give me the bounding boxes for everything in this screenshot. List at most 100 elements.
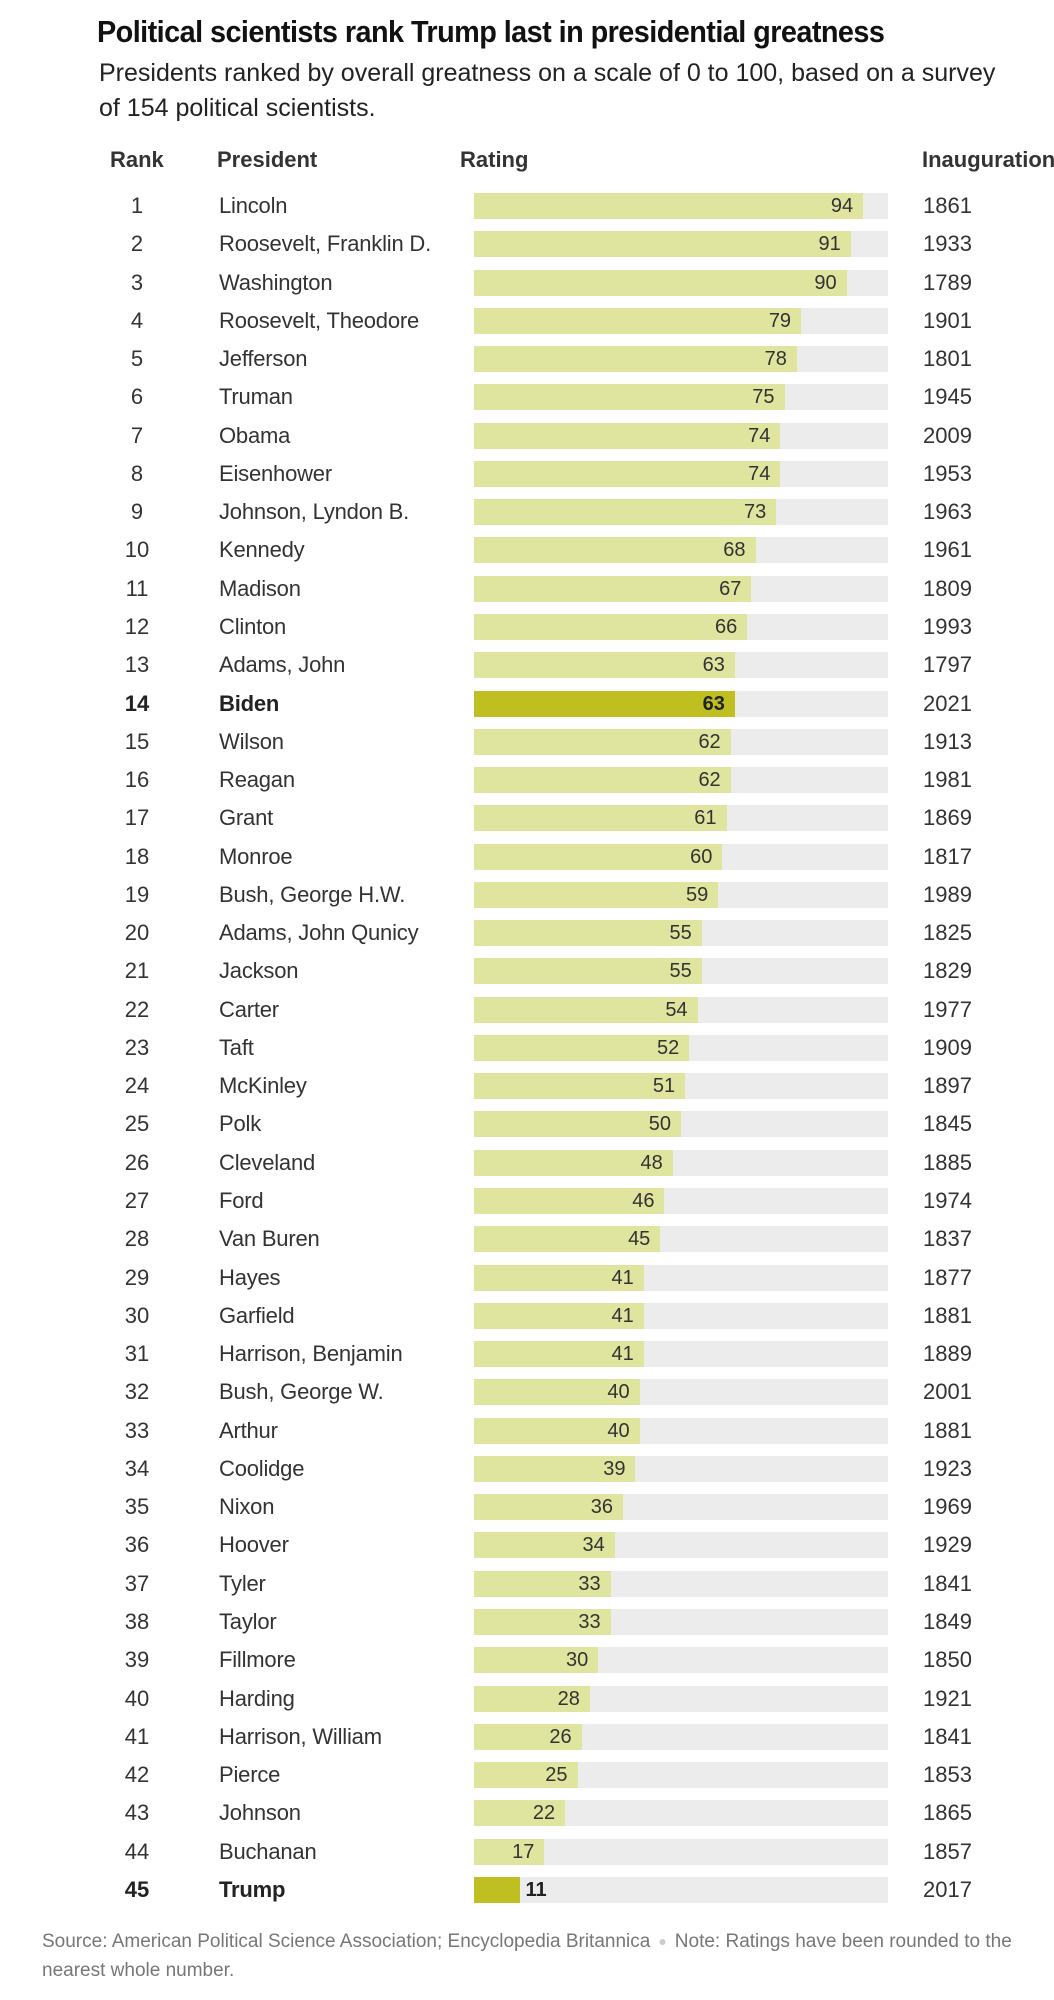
rank-cell: 3 <box>130 269 144 295</box>
table-row: 45 Trump 11 2017 <box>0 1871 1054 1909</box>
table-row: 28 Van Buren 45 1837 <box>0 1220 1054 1258</box>
rank-cell: 32 <box>124 1379 150 1405</box>
rating-label: 74 <box>748 424 771 447</box>
rank-cell: 20 <box>124 920 150 946</box>
president-name: Bush, George W. <box>219 1379 384 1405</box>
inauguration-year: 1993 <box>923 613 972 639</box>
rating-bar <box>474 1073 686 1100</box>
president-name: Taft <box>219 1034 254 1060</box>
rating-bar <box>474 1494 624 1521</box>
rating-label: 17 <box>512 1840 535 1863</box>
president-name: Buchanan <box>219 1838 317 1864</box>
rating-track: 30 <box>474 1647 888 1674</box>
rank-cell: 42 <box>124 1762 150 1788</box>
president-name: Hayes <box>219 1264 281 1290</box>
rating-label: 40 <box>607 1419 630 1442</box>
rating-track: 78 <box>474 346 888 373</box>
table-row: 37 Tyler 33 1841 <box>0 1565 1054 1603</box>
table-row: 34 Coolidge 39 1923 <box>0 1450 1054 1488</box>
table-row: 33 Arthur 40 1881 <box>0 1412 1054 1450</box>
table-row: 5 Jefferson 78 1801 <box>0 340 1054 378</box>
inauguration-year: 1837 <box>923 1226 972 1252</box>
chart-title: Political scientists rank Trump last in … <box>97 14 885 49</box>
rank-cell: 14 <box>124 690 150 716</box>
rating-label: 94 <box>830 195 854 217</box>
rank-cell: 25 <box>124 1111 150 1137</box>
inauguration-year: 1961 <box>923 537 972 563</box>
inauguration-year: 2021 <box>923 690 972 716</box>
rating-bar <box>474 1608 611 1635</box>
table-row: 8 Eisenhower 74 1953 <box>0 455 1054 493</box>
rating-bar <box>474 1264 644 1291</box>
rank-cell: 9 <box>130 499 144 525</box>
rating-label: 41 <box>611 1266 634 1289</box>
rating-label: 39 <box>603 1457 626 1480</box>
rating-bar <box>474 1532 615 1559</box>
table-row: 3 Washington 90 1789 <box>0 264 1054 302</box>
rating-bar <box>474 613 748 640</box>
rank-cell: 23 <box>124 1034 150 1060</box>
inauguration-year: 1953 <box>923 460 972 486</box>
rating-bar <box>474 1800 566 1827</box>
inauguration-year: 1974 <box>923 1188 972 1214</box>
table-row: 41 Harrison, William 26 1841 <box>0 1718 1054 1756</box>
president-name: Jefferson <box>219 346 308 372</box>
president-name: Lincoln <box>219 193 288 218</box>
table-row: 14 Biden 63 2021 <box>0 685 1054 723</box>
president-name: Madison <box>219 575 301 601</box>
table-row: 43 Johnson 22 1865 <box>0 1794 1054 1832</box>
president-name: Jackson <box>219 958 299 984</box>
table-row: 30 Garfield 41 1881 <box>0 1297 1054 1335</box>
rating-track: 59 <box>474 881 888 908</box>
column-header-rank: Rank <box>110 147 164 172</box>
rating-bar <box>474 728 731 755</box>
rating-track: 61 <box>474 805 888 832</box>
rating-label: 61 <box>694 807 717 830</box>
table-row: 31 Harrison, Benjamin 41 1889 <box>0 1335 1054 1373</box>
president-name: Nixon <box>219 1494 275 1520</box>
rating-label: 36 <box>590 1496 614 1519</box>
rating-bar <box>474 1647 599 1674</box>
separator-dot: ● <box>658 1933 667 1950</box>
rating-track: 41 <box>474 1264 888 1291</box>
column-header-president: President <box>217 147 318 172</box>
rating-label: 54 <box>665 998 688 1021</box>
rating-track: 41 <box>474 1341 888 1368</box>
rank-cell: 27 <box>124 1188 150 1214</box>
table-row: 19 Bush, George H.W. 59 1989 <box>0 876 1054 914</box>
rating-label: 52 <box>657 1036 680 1059</box>
rating-label: 67 <box>719 577 742 600</box>
inauguration-year: 1869 <box>923 805 972 831</box>
inauguration-year: 1901 <box>923 307 972 333</box>
president-name: Fillmore <box>219 1647 296 1673</box>
rating-bar <box>474 805 727 832</box>
rating-bar <box>474 652 735 679</box>
rating-track: 45 <box>474 1226 888 1253</box>
rating-track: 26 <box>474 1723 888 1750</box>
president-name: Garfield <box>219 1302 295 1328</box>
rating-track: 67 <box>474 575 888 602</box>
rating-bar <box>474 1341 644 1368</box>
rating-track: 41 <box>474 1302 888 1329</box>
rank-cell: 44 <box>124 1838 150 1864</box>
table-row: 23 Taft 52 1909 <box>0 1029 1054 1067</box>
table-row: 39 Fillmore 30 1850 <box>0 1641 1054 1679</box>
rank-cell: 6 <box>130 384 144 410</box>
column-header-rating: Rating <box>460 147 529 172</box>
rating-label: 28 <box>557 1687 580 1710</box>
table-row: 2 Roosevelt, Franklin D. 91 1933 <box>0 225 1054 263</box>
rating-track: 28 <box>474 1685 888 1712</box>
inauguration-year: 1857 <box>923 1838 972 1864</box>
rating-label: 90 <box>814 271 837 294</box>
inauguration-year: 1845 <box>923 1111 972 1137</box>
rating-label: 11 <box>525 1878 547 1901</box>
president-name: Hoover <box>219 1532 289 1558</box>
rating-label: 79 <box>768 309 792 332</box>
rating-bar <box>474 1379 640 1406</box>
president-name: Eisenhower <box>219 460 332 486</box>
rating-track: 54 <box>474 996 888 1023</box>
president-name: Harrison, William <box>219 1723 382 1749</box>
rank-cell: 12 <box>124 613 150 639</box>
rating-track: 55 <box>474 958 888 985</box>
rating-bar <box>474 269 847 296</box>
